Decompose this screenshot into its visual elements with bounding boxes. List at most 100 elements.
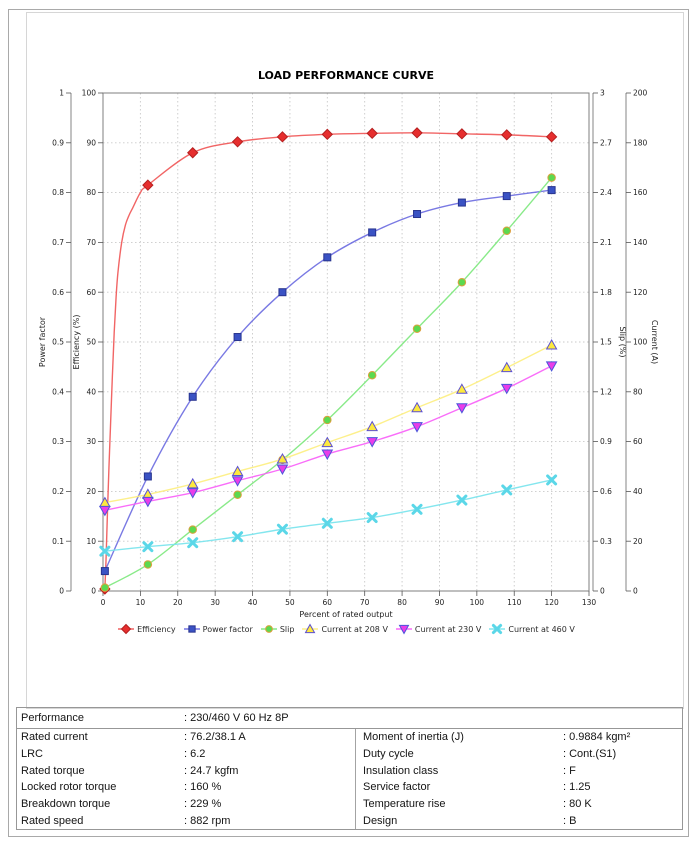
- svg-text:80: 80: [86, 188, 96, 197]
- spec-label: Rated current: [21, 731, 88, 744]
- x-axis-title: Percent of rated output: [299, 610, 392, 619]
- svg-text:30: 30: [86, 437, 96, 446]
- spec-label: Breakdown torque: [21, 798, 111, 811]
- svg-text:0.6: 0.6: [52, 288, 64, 297]
- svg-text:0.9: 0.9: [600, 437, 612, 446]
- series-current-at-208-v: [99, 338, 558, 508]
- table-row: Rated current : 76.2/38.1 A Moment of in…: [17, 729, 682, 746]
- svg-text:0: 0: [91, 587, 96, 596]
- table-row: Locked rotor torque : 160 % Service fact…: [17, 779, 682, 796]
- legend-label: Efficiency: [137, 624, 176, 634]
- svg-text:0.5: 0.5: [52, 338, 64, 347]
- legend-marker-square-icon: [183, 625, 200, 633]
- svg-text:1.8: 1.8: [600, 288, 612, 297]
- svg-text:60: 60: [323, 598, 333, 607]
- table-row: Breakdown torque : 229 % Temperature ris…: [17, 795, 682, 813]
- legend-marker-x-icon: [489, 623, 506, 635]
- svg-text:100: 100: [470, 598, 485, 607]
- table-row-performance: Performance : 230/460 V 60 Hz 8P: [17, 708, 682, 729]
- svg-text:20: 20: [173, 598, 183, 607]
- spec-table-body: Rated current : 76.2/38.1 A Moment of in…: [17, 729, 682, 830]
- spec-label: LRC: [21, 748, 44, 760]
- spec-value: : 229 %: [184, 798, 222, 811]
- svg-text:0.3: 0.3: [52, 437, 64, 446]
- spec-label: Insulation class: [355, 762, 563, 780]
- svg-text:100: 100: [82, 89, 97, 98]
- svg-text:80: 80: [397, 598, 407, 607]
- svg-text:0.9: 0.9: [52, 138, 64, 147]
- svg-text:90: 90: [435, 598, 445, 607]
- x-axis: 0 10 20 30 40 50 60 70 80 90 100 110 120 130 Percent o…: [101, 591, 596, 619]
- legend-label: Current at 460 V: [508, 624, 575, 634]
- svg-text:40: 40: [248, 598, 258, 607]
- legend-item-slip: Slip: [260, 623, 294, 635]
- legend-marker-triangle-up-icon: [302, 623, 319, 634]
- svg-text:70: 70: [86, 238, 96, 247]
- svg-text:40: 40: [633, 487, 643, 496]
- svg-text:1.5: 1.5: [600, 338, 612, 347]
- spec-value: : 6.2: [184, 748, 206, 760]
- svg-text:160: 160: [633, 188, 648, 197]
- spec-value: : 230/460 V 60 Hz 8P: [184, 712, 289, 724]
- chart-legend: Efficiency Power factor Slip Current at 208…: [60, 621, 632, 637]
- svg-text:120: 120: [633, 288, 648, 297]
- svg-text:70: 70: [360, 598, 370, 607]
- svg-text:30: 30: [210, 598, 220, 607]
- svg-text:0.6: 0.6: [600, 487, 612, 496]
- spec-table: Performance : 230/460 V 60 Hz 8P Rated c…: [16, 707, 683, 830]
- svg-text:120: 120: [544, 598, 559, 607]
- spec-value: : 1.25: [563, 781, 591, 794]
- legend-item-current-at-230-v: Current at 230 V: [395, 623, 481, 635]
- legend-item-current-at-460-v: Current at 460 V: [488, 623, 575, 635]
- series-current-at-230-v: [99, 361, 558, 517]
- svg-text:80: 80: [633, 387, 643, 396]
- svg-text:50: 50: [86, 338, 96, 347]
- svg-text:0.4: 0.4: [52, 387, 64, 396]
- pf-axis: 0 0.1 0.2 0.3 0.4 0.5 0.6 0.7 0.8 0.9 1 Power facto…: [38, 89, 72, 596]
- cur-axis-title: Current (A): [650, 320, 659, 364]
- svg-text:100: 100: [633, 338, 648, 347]
- svg-text:2.1: 2.1: [600, 238, 612, 247]
- spec-value: : 882 rpm: [184, 814, 231, 827]
- svg-text:1.2: 1.2: [600, 387, 612, 396]
- series-power-factor: [100, 186, 556, 576]
- svg-text:60: 60: [633, 437, 643, 446]
- svg-text:110: 110: [507, 598, 522, 607]
- table-row: Rated torque : 24.7 kgfm Insulation clas…: [17, 762, 682, 780]
- spec-label: Service factor: [355, 779, 563, 796]
- slip-axis-title: Slip (%): [618, 327, 627, 358]
- spec-value: : 76.2/38.1 A: [184, 731, 246, 744]
- legend-item-efficiency: Efficiency: [117, 623, 176, 635]
- legend-marker-triangle-down-icon: [395, 624, 412, 635]
- spec-value: : 0.9884 kgm²: [563, 731, 631, 744]
- spec-label: Duty cycle: [355, 745, 563, 763]
- load-performance-chart: 0 0.1 0.2 0.3 0.4 0.5 0.6 0.7 0.8 0.9 1 Power facto…: [38, 89, 659, 619]
- legend-marker-circle-icon: [260, 625, 277, 633]
- spec-label: Rated speed: [21, 814, 84, 827]
- legend-label: Power factor: [202, 624, 253, 634]
- spec-value: : Cont.(S1): [563, 748, 617, 760]
- series-current-at-460-v: [99, 474, 558, 557]
- spec-value: : 160 %: [184, 781, 222, 794]
- spec-label: Moment of inertia (J): [355, 729, 563, 746]
- svg-text:60: 60: [86, 288, 96, 297]
- svg-text:0: 0: [633, 587, 638, 596]
- spec-label: Rated torque: [21, 764, 85, 777]
- spec-label: Temperature rise: [355, 795, 563, 813]
- slip-axis: 0 0.3 0.6 0.9 1.2 1.5 1.8 2.1 2.4 2.7 3 Slip (%): [592, 89, 627, 596]
- series-efficiency: [99, 127, 558, 595]
- svg-text:0: 0: [59, 587, 64, 596]
- legend-label: Current at 208 V: [321, 624, 388, 634]
- pf-axis-title: Power factor: [38, 316, 47, 367]
- svg-text:2.4: 2.4: [600, 188, 612, 197]
- svg-text:10: 10: [136, 598, 146, 607]
- series-slip: [100, 173, 556, 592]
- svg-text:1: 1: [59, 89, 64, 98]
- cur-axis: 0 20 40 60 80 100 120 140 160 180 200 Current (A): [625, 89, 659, 596]
- table-row: Rated speed : 882 rpm Design : B: [17, 812, 682, 830]
- svg-text:140: 140: [633, 238, 648, 247]
- svg-text:20: 20: [86, 487, 96, 496]
- spec-value: : 80 K: [563, 798, 592, 811]
- svg-text:10: 10: [86, 537, 96, 546]
